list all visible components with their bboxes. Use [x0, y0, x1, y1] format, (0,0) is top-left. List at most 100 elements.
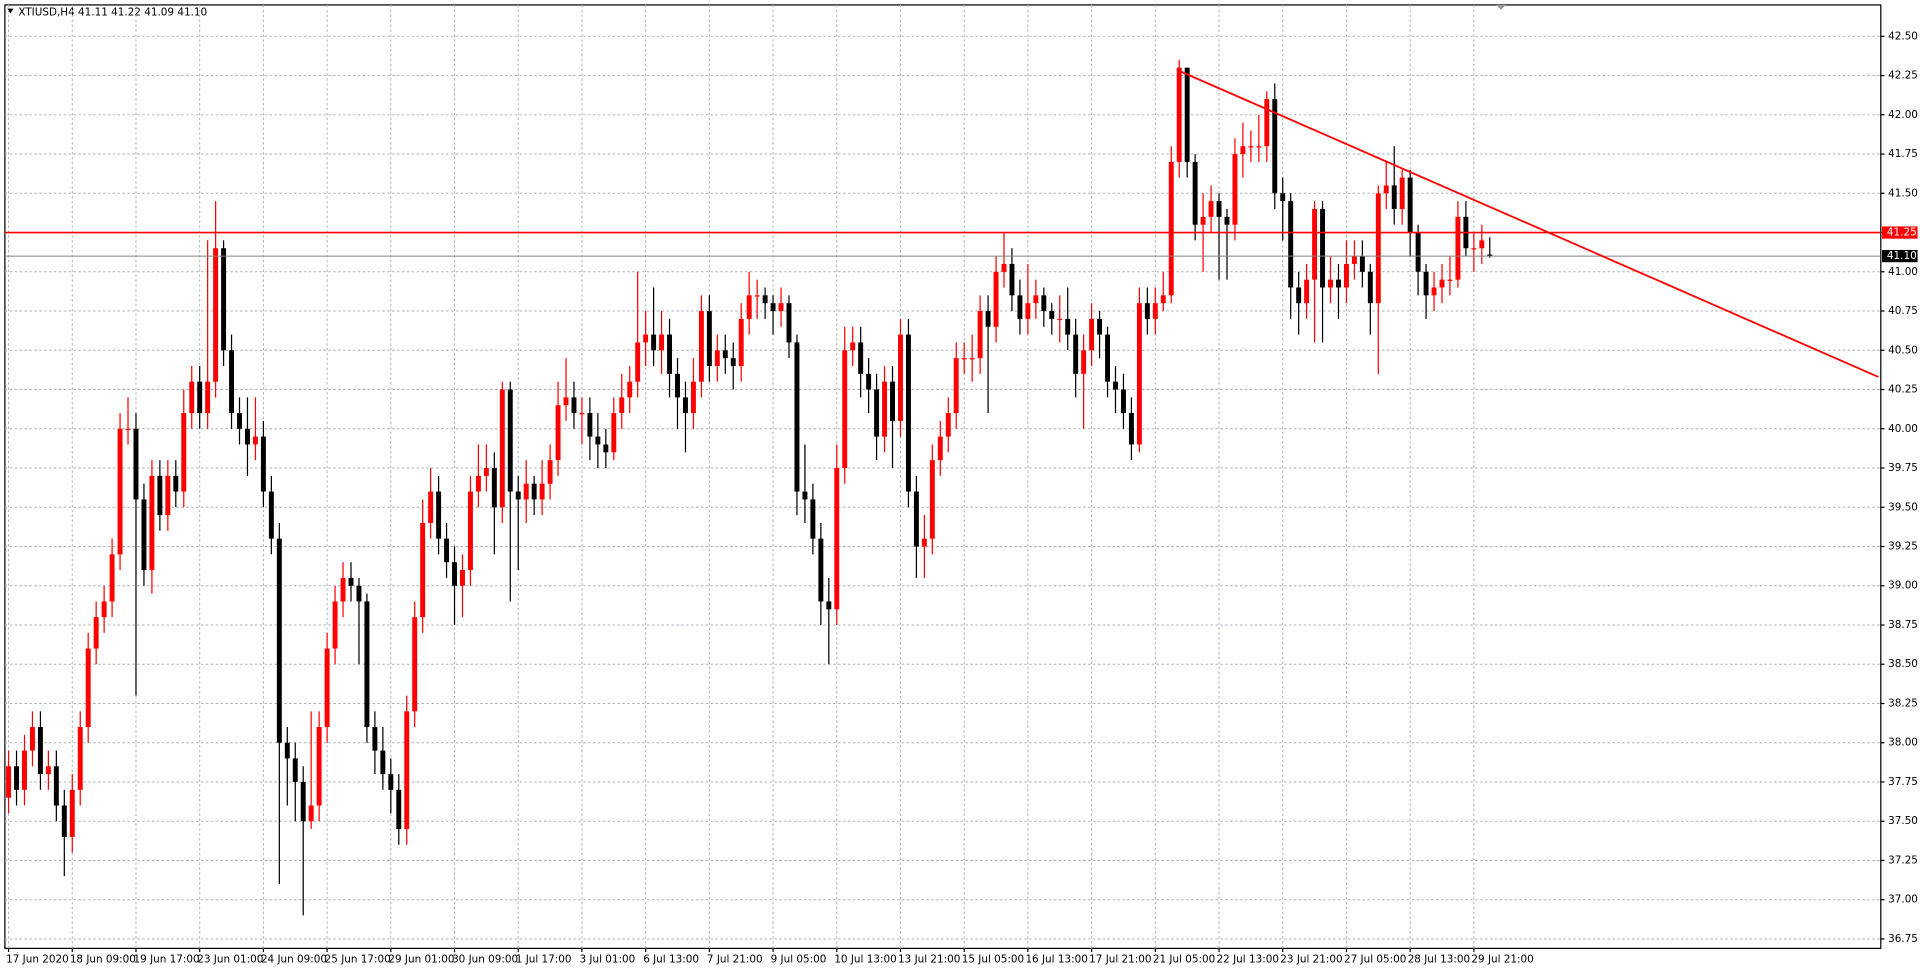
candle-body — [722, 350, 728, 359]
y-tick-label: 40.25 — [1888, 384, 1918, 396]
y-tick-label: 39.25 — [1888, 541, 1918, 553]
candle-body — [730, 358, 736, 366]
candle-body — [635, 342, 641, 382]
x-tick-label: 29 Jul 21:00 — [1471, 953, 1533, 965]
plot-frame — [4, 4, 1882, 949]
candle-body — [1176, 67, 1182, 162]
x-tick-label: 13 Jul 21:00 — [898, 953, 960, 965]
candle-body — [985, 311, 991, 327]
candle-body — [507, 389, 513, 492]
y-tick-label: 37.25 — [1888, 854, 1918, 866]
candle-body — [45, 766, 51, 775]
hline-label: 41.25 — [1887, 227, 1917, 239]
shift-marker — [1496, 4, 1506, 10]
candle-body — [682, 397, 688, 414]
x-tick-label: 3 Jul 01:00 — [579, 953, 635, 965]
candles — [6, 59, 1493, 916]
candle-body — [1264, 99, 1270, 147]
bid-label-box — [1882, 249, 1918, 263]
candle-body — [157, 475, 163, 516]
candle-body — [1200, 216, 1206, 225]
candle-body — [603, 444, 609, 453]
candle-body — [1113, 381, 1118, 390]
candle-body — [499, 389, 505, 508]
x-tick-label: 16 Jul 13:00 — [1025, 953, 1087, 965]
candle-body — [1407, 177, 1413, 233]
candle-body — [1487, 254, 1493, 257]
x-tick-label: 23 Jun 01:00 — [197, 953, 263, 965]
y-tick-label: 37.75 — [1888, 776, 1918, 788]
candle-body — [6, 766, 12, 798]
candle-body — [1017, 295, 1023, 319]
candle-body — [547, 460, 553, 484]
candle-body — [1439, 279, 1445, 288]
chart-header: XTIUSD,H4 41.11 41.22 41.09 41.10 — [18, 6, 207, 18]
candle-body — [555, 405, 561, 461]
candle-body — [1367, 271, 1373, 304]
candle-body — [961, 358, 967, 360]
candle-body — [921, 538, 927, 547]
candle-body — [866, 373, 872, 390]
candle-body — [890, 381, 895, 421]
candle-body — [205, 381, 211, 414]
candle-body — [221, 248, 227, 351]
candle-body — [818, 538, 824, 602]
candle-body — [1343, 263, 1349, 288]
candle-body — [197, 381, 203, 414]
candle-body — [388, 774, 394, 790]
candle-body — [1057, 318, 1063, 321]
candle-body — [467, 491, 473, 571]
candle-body — [898, 334, 903, 421]
candle-body — [483, 468, 489, 476]
candle-body — [1120, 389, 1126, 414]
candle-body — [1272, 99, 1278, 194]
candle-body — [1415, 232, 1421, 272]
candle-body — [1320, 208, 1326, 288]
candle-body — [1081, 350, 1087, 374]
x-tick-label: 17 Jun 2020 — [6, 953, 69, 965]
candle-body — [1216, 201, 1222, 217]
candle-body — [308, 805, 314, 822]
candle-body — [794, 342, 800, 492]
candle-body — [714, 350, 720, 366]
candle-body — [85, 648, 91, 728]
candle-body — [539, 483, 545, 500]
candle-body — [969, 358, 975, 360]
candle-body — [1447, 279, 1453, 281]
candle-body — [1312, 208, 1318, 280]
candle-body — [213, 248, 219, 382]
y-tick-label: 42.50 — [1888, 30, 1918, 42]
candle-body — [61, 805, 67, 837]
candle-body — [1336, 279, 1341, 288]
candle-body — [1351, 256, 1357, 264]
candle-body — [237, 413, 242, 429]
candle-body — [229, 350, 235, 414]
candle-body — [1359, 256, 1365, 272]
candle-body — [268, 491, 274, 539]
candle-body — [452, 562, 457, 586]
candle-body — [276, 538, 282, 743]
candle-body — [1423, 271, 1429, 296]
candle-body — [874, 389, 880, 437]
candle-body — [587, 413, 593, 437]
candle-body — [300, 781, 306, 822]
candle-body — [762, 295, 768, 304]
candle-body — [149, 475, 155, 571]
candle-body — [1471, 248, 1477, 250]
candle-body — [412, 617, 418, 712]
candle-body — [1288, 201, 1294, 288]
candle-body — [523, 483, 529, 500]
candle-body — [1041, 295, 1047, 312]
candle-body — [913, 491, 919, 547]
candle-body — [372, 727, 378, 751]
candle-body — [380, 750, 386, 775]
candle-body — [14, 766, 19, 790]
candle-body — [109, 554, 115, 602]
menu-arrow[interactable] — [7, 8, 14, 14]
candle-body — [460, 570, 465, 586]
candle-body — [324, 648, 330, 728]
candle-body — [1455, 216, 1461, 280]
candle-body — [332, 601, 338, 649]
